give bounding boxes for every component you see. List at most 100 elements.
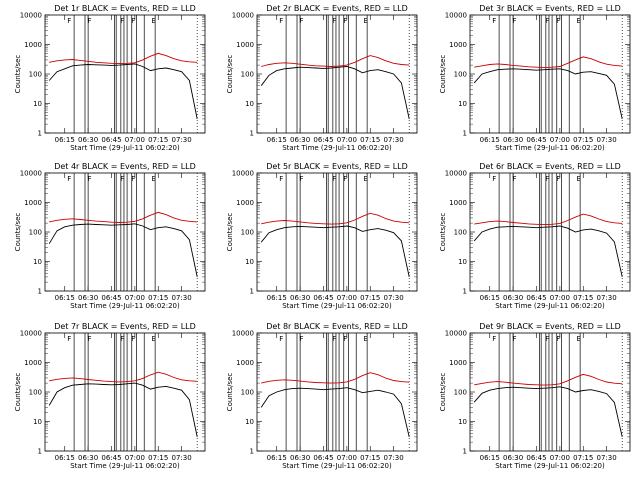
flag-label: F xyxy=(332,17,336,25)
x-tick-label: 07:30 xyxy=(597,136,617,144)
flag-label: F xyxy=(279,175,283,183)
y-tick-label: 100 xyxy=(29,71,42,79)
x-tick-label: 06:30 xyxy=(78,294,98,302)
flag-label: F xyxy=(343,17,347,25)
x-tick-label: 06:15 xyxy=(267,454,287,462)
y-tick-label: 100 xyxy=(241,71,254,79)
y-tick-label: 10 xyxy=(458,418,467,426)
flag-label: F xyxy=(343,335,347,343)
panel-title: Det 4r BLACK = Events, RED = LLD xyxy=(54,162,196,171)
x-axis-label: Start Time (29-Jul-11 06:02:20) xyxy=(282,144,392,152)
panel-7: Det 7r BLACK = Events, RED = LLD 1 10 100 10… xyxy=(14,322,206,470)
x-tick-label: 07:00 xyxy=(337,136,357,144)
y-tick-label: 10000 xyxy=(20,170,42,178)
x-axis-label: Start Time (29-Jul-11 06:02:20) xyxy=(495,144,605,152)
x-tick-label: 06:15 xyxy=(55,136,75,144)
lld-line xyxy=(474,373,623,386)
y-tick-label: 100 xyxy=(241,229,254,237)
flag-label: E xyxy=(363,175,367,183)
y-tick-label: 10000 xyxy=(232,170,254,178)
flag-label: E xyxy=(576,175,580,183)
plot-frame xyxy=(469,332,631,452)
panel-title: Det 2r BLACK = Events, RED = LLD xyxy=(266,4,408,13)
y-tick-label: 10 xyxy=(33,418,42,426)
flag-label: F xyxy=(343,175,347,183)
panel-3: Det 3r BLACK = Events, RED = LLD 1 10 100 10… xyxy=(439,4,631,152)
x-tick-label: 07:00 xyxy=(337,294,357,302)
y-axis-label: Counts/sec xyxy=(439,55,447,94)
y-tick-label: 1 xyxy=(250,130,254,138)
x-tick-label: 06:45 xyxy=(313,136,333,144)
events-line xyxy=(473,225,623,277)
x-tick-label: 06:30 xyxy=(78,454,98,462)
x-tick-label: 06:30 xyxy=(503,294,523,302)
lld-line xyxy=(261,372,410,384)
panel-title: Det 1r BLACK = Events, RED = LLD xyxy=(54,4,196,13)
lld-line xyxy=(261,55,410,67)
x-tick-label: 07:30 xyxy=(597,454,617,462)
y-tick-label: 1 xyxy=(38,288,42,296)
y-tick-label: 100 xyxy=(241,389,254,397)
y-axis-label: Counts/sec xyxy=(226,213,234,252)
x-tick-label: 06:15 xyxy=(267,136,287,144)
events-line xyxy=(260,225,410,277)
flag-label: F xyxy=(279,335,283,343)
panel-title: Det 8r BLACK = Events, RED = LLD xyxy=(266,322,408,331)
x-tick-label: 07:15 xyxy=(573,136,593,144)
flag-label: E xyxy=(576,17,580,25)
y-tick-label: 10000 xyxy=(445,12,467,20)
x-tick-label: 06:30 xyxy=(290,294,310,302)
lld-line xyxy=(49,211,198,223)
x-axis-label: Start Time (29-Jul-11 06:02:20) xyxy=(282,462,392,470)
x-axis-label: Start Time (29-Jul-11 06:02:20) xyxy=(495,462,605,470)
y-tick-label: 100 xyxy=(454,389,467,397)
flag-label: F xyxy=(131,335,135,343)
flag-label: E xyxy=(363,17,367,25)
flag-label: F xyxy=(67,175,71,183)
lld-line xyxy=(474,213,623,226)
x-tick-label: 06:30 xyxy=(78,136,98,144)
y-tick-label: 1000 xyxy=(449,359,467,367)
y-tick-label: 1000 xyxy=(236,359,254,367)
flag-label: F xyxy=(88,17,92,25)
flag-label: F xyxy=(332,175,336,183)
x-tick-label: 06:30 xyxy=(503,136,523,144)
x-tick-label: 07:15 xyxy=(360,294,380,302)
panel-9: Det 9r BLACK = Events, RED = LLD 1 10 100 10… xyxy=(439,322,631,470)
lld-line xyxy=(49,371,198,383)
x-tick-label: 07:15 xyxy=(148,294,168,302)
flag-label: F xyxy=(492,17,496,25)
x-tick-label: 07:30 xyxy=(172,454,192,462)
y-tick-label: 1000 xyxy=(24,199,42,207)
y-tick-label: 1000 xyxy=(449,199,467,207)
flag-label: F xyxy=(120,17,124,25)
flag-label: F xyxy=(300,175,304,183)
events-line xyxy=(260,387,410,438)
y-tick-label: 10 xyxy=(33,258,42,266)
x-tick-label: 07:00 xyxy=(550,136,570,144)
flag-label: F xyxy=(131,175,135,183)
flag-label: F xyxy=(545,175,549,183)
y-axis-label: Counts/sec xyxy=(14,55,22,94)
y-axis-label: Counts/sec xyxy=(14,373,22,412)
flag-label: F xyxy=(131,17,135,25)
y-tick-label: 1000 xyxy=(24,41,42,49)
x-tick-label: 06:45 xyxy=(526,294,546,302)
y-tick-label: 1 xyxy=(463,288,467,296)
y-axis-label: Counts/sec xyxy=(439,373,447,412)
panel-title: Det 6r BLACK = Events, RED = LLD xyxy=(479,162,621,171)
flag-label: E xyxy=(151,175,155,183)
x-tick-label: 07:00 xyxy=(550,454,570,462)
events-line xyxy=(473,386,623,437)
panel-title: Det 5r BLACK = Events, RED = LLD xyxy=(266,162,408,171)
panel-2: Det 2r BLACK = Events, RED = LLD 1 10 100 10… xyxy=(226,4,418,152)
flag-label: F xyxy=(120,335,124,343)
plot-frame xyxy=(44,14,206,134)
flag-label: F xyxy=(300,17,304,25)
panel-title: Det 3r BLACK = Events, RED = LLD xyxy=(479,4,621,13)
x-tick-label: 07:30 xyxy=(172,294,192,302)
y-axis-label: Counts/sec xyxy=(14,213,22,252)
y-axis-label: Counts/sec xyxy=(226,373,234,412)
x-tick-label: 06:45 xyxy=(526,454,546,462)
